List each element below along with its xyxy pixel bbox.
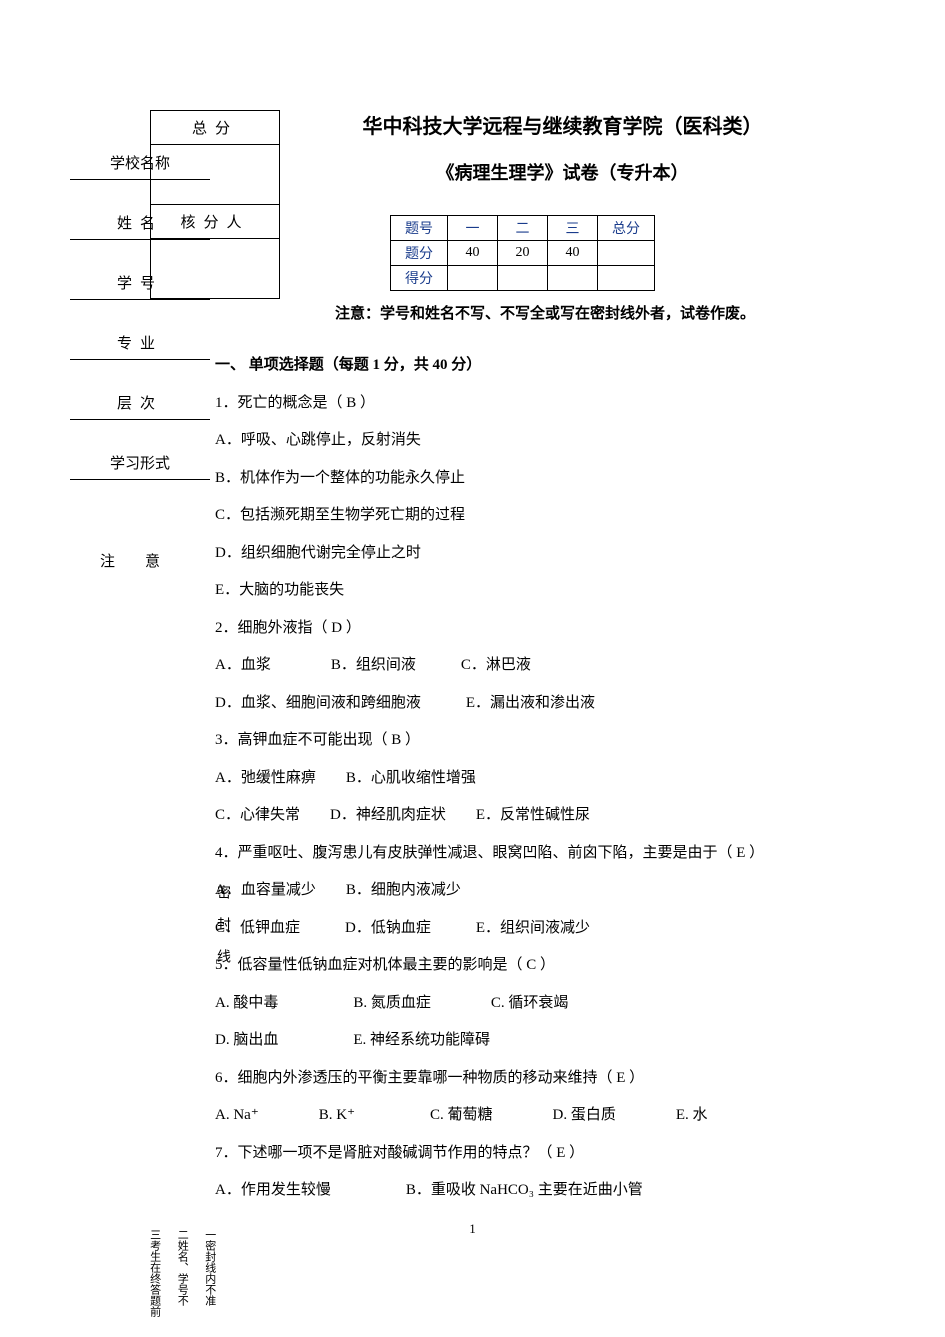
footer-notes: 三考生在终答题前 二姓名、学号不 一密封线内不准 (145, 1229, 218, 1317)
q2row2: D．血浆、细胞间液和跨细胞液 E．漏出液和渗出液 (215, 685, 885, 723)
exam-content: 一、 单项选择题（每题 1 分，共 40 分） 1．死亡的概念是（ B ） A．… (215, 347, 885, 1210)
qt-v3: 40 (548, 241, 598, 266)
q6row: A. Na⁺ B. K⁺ C. 葡萄糖 D. 蛋白质 E. 水 (215, 1097, 885, 1135)
qt-v2: 20 (498, 241, 548, 266)
q7: 7．下述哪一项不是肾脏对酸碱调节作用的特点？（ E ） (215, 1135, 885, 1173)
total-score-box: 总分 核分人 (150, 110, 280, 299)
qt-r2: 得分 (391, 266, 448, 291)
q2: 2．细胞外液指（ D ） (215, 610, 885, 648)
main-title: 华中科技大学远程与继续教育学院（医科类） (240, 110, 885, 139)
q4row1: A．血容量减少 B．细胞内液减少 (215, 872, 885, 910)
qt-s1 (448, 266, 498, 291)
qt-h2: 二 (498, 216, 548, 241)
qt-s2 (498, 266, 548, 291)
qt-h4: 总分 (598, 216, 655, 241)
sub-title: 《病理生理学》试卷（专升本） (240, 159, 885, 185)
q3: 3．高钾血症不可能出现（ B ） (215, 722, 885, 760)
q4: 4．严重呕吐、腹泻患儿有皮肤弹性减退、眼窝凹陷、前囟下陷，主要是由于（ E ） (215, 835, 885, 873)
qt-v1: 40 (448, 241, 498, 266)
q6: 6．细胞内外渗透压的平衡主要靠哪一种物质的移动来维持（ E ） (215, 1060, 885, 1098)
q5row1: A. 酸中毒 B. 氮质血症 C. 循环衰竭 (215, 985, 885, 1023)
warning-text: 注意：学号和姓名不写、不写全或写在密封线外者，试卷作废。 (335, 299, 885, 329)
total-score-cell (151, 145, 280, 205)
qt-h0: 题号 (391, 216, 448, 241)
total-score-header: 总分 (151, 111, 280, 145)
q3row2: C．心律失常 D．神经肌肉症状 E．反常性碱性尿 (215, 797, 885, 835)
q1d: D．组织细胞代谢完全停止之时 (215, 535, 885, 573)
notice-label: 注意 (70, 550, 210, 571)
seal-line-text: 密封线 (212, 885, 232, 981)
q7row: A．作用发生较慢 B．重吸收 NaHCO₃ 主要在近曲小管 (215, 1172, 885, 1210)
study-mode-field: 学习形式 (70, 420, 210, 480)
level-field: 层次 (70, 360, 210, 420)
q1e: E．大脑的功能丧失 (215, 572, 885, 610)
q1: 1．死亡的概念是（ B ） (215, 385, 885, 423)
qt-h1: 一 (448, 216, 498, 241)
qt-vtotal (598, 241, 655, 266)
qt-h3: 三 (548, 216, 598, 241)
foot3: 一密封线内不准 (200, 1229, 218, 1317)
page-number: 1 (469, 1221, 476, 1237)
section-1-title: 一、 单项选择题（每题 1 分，共 40 分） (215, 347, 885, 385)
q5: 5．低容量性低钠血症对机体最主要的影响是（ C ） (215, 947, 885, 985)
q5row2: D. 脑出血 E. 神经系统功能障碍 (215, 1022, 885, 1060)
q1c: C．包括濒死期至生物学死亡期的过程 (215, 497, 885, 535)
major-field: 专业 (70, 300, 210, 360)
scorer-cell (151, 239, 280, 299)
q4row2: C．低钾血症 D．低钠血症 E．组织间液减少 (215, 910, 885, 948)
qt-stotal (598, 266, 655, 291)
foot2: 二姓名、学号不 (173, 1229, 191, 1317)
scorer-header: 核分人 (151, 205, 280, 239)
q2row1: A．血浆 B．组织间液 C．淋巴液 (215, 647, 885, 685)
q3row1: A．弛缓性麻痹 B．心肌收缩性增强 (215, 760, 885, 798)
q1a: A．呼吸、心跳停止，反射消失 (215, 422, 885, 460)
q1b: B．机体作为一个整体的功能永久停止 (215, 460, 885, 498)
score-breakdown-table: 题号 一 二 三 总分 题分 40 20 40 得分 (390, 215, 655, 291)
qt-r1: 题分 (391, 241, 448, 266)
foot1: 三考生在终答题前 (145, 1229, 163, 1317)
qt-s3 (548, 266, 598, 291)
